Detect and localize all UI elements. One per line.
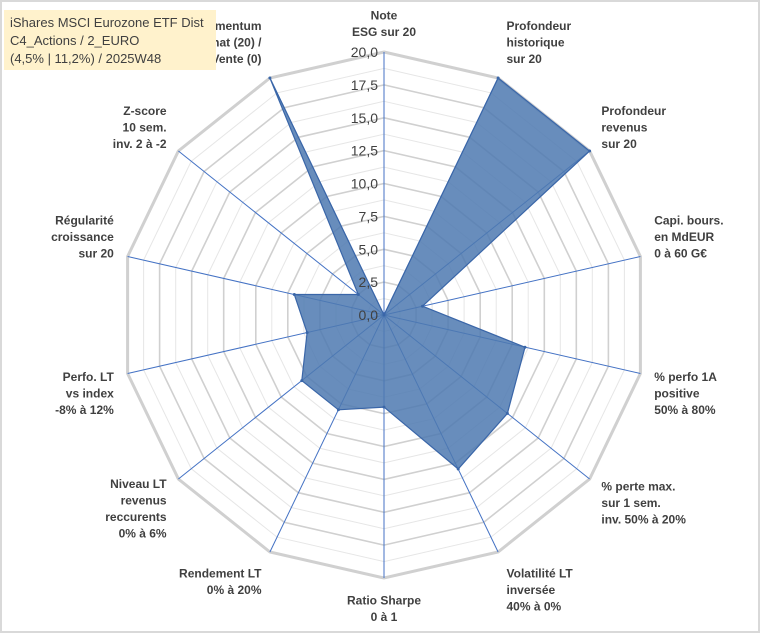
axis-label: Perfo. LT vs index -8% à 12% [55,370,114,417]
tick-label: 15,0 [351,110,378,126]
tick-label: 5,0 [359,241,379,257]
axis-spoke [383,256,641,316]
series-point [382,405,386,409]
series-point [305,331,309,335]
series-point [300,379,304,383]
chart-title-box: iShares MSCI Eurozone ETF Dist C4_Action… [4,10,216,70]
series-point [292,293,296,296]
series-point [505,411,509,415]
series-point [382,313,386,317]
series-point [356,293,360,296]
ticks-layer: 0,0 2,5 5,0 7,5 10,0 12,5 15,0 17,5 20,0 [351,44,378,323]
series-point [336,408,340,412]
series-point [268,76,272,80]
series-point [456,467,460,471]
axis-spoke [178,150,385,316]
axis-label: Note ESG sur 20 [352,9,416,40]
axis-label: Niveau LT revenus reccurents 0% à 6% [105,477,167,541]
axis-label: Capi. bours. en MdEUR 0 à 60 G€ [654,214,723,261]
labels-layer: Note ESG sur 20 Profondeur historique sur 20… [51,9,723,625]
axis-label: Rendement LT 0% à 20% [179,567,262,598]
series-point [421,304,424,308]
tick-label: 7,5 [359,208,379,224]
tick-label: 17,5 [351,77,378,93]
tick-label: 10,0 [351,176,378,192]
tick-label: 0,0 [359,307,379,323]
axis-label: % perfo 1A positive 50% à 80% [654,370,717,417]
chart-title: iShares MSCI Eurozone ETF Dist [10,15,204,30]
chart-subtitle-category: C4_Actions / 2_EURO [10,33,140,48]
axis-label: Z-score 10 sem. inv. 2 à -2 [113,104,167,151]
tick-label: 2,5 [359,274,379,290]
axis-label: Volatilité LT inversée 40% à 0% [507,567,574,614]
series-point [523,345,527,349]
tick-label: 20,0 [351,44,378,60]
chart-subtitle-stats: (4,5% | 11,2%) / 2025W48 [10,51,162,66]
series-layer [268,76,592,471]
series-point [496,76,500,80]
axis-label: Profondeur historique sur 20 [507,19,572,66]
axis-label: Régularité croissance sur 20 [51,214,114,261]
axis-label: Profondeur revenus sur 20 [601,104,666,151]
axis-label: % perte max. sur 1 sem. inv. 50% à 20% [601,479,686,526]
series-point [588,149,592,153]
axis-label: Ratio Sharpe 0 à 1 [347,594,421,625]
tick-label: 12,5 [351,143,378,159]
